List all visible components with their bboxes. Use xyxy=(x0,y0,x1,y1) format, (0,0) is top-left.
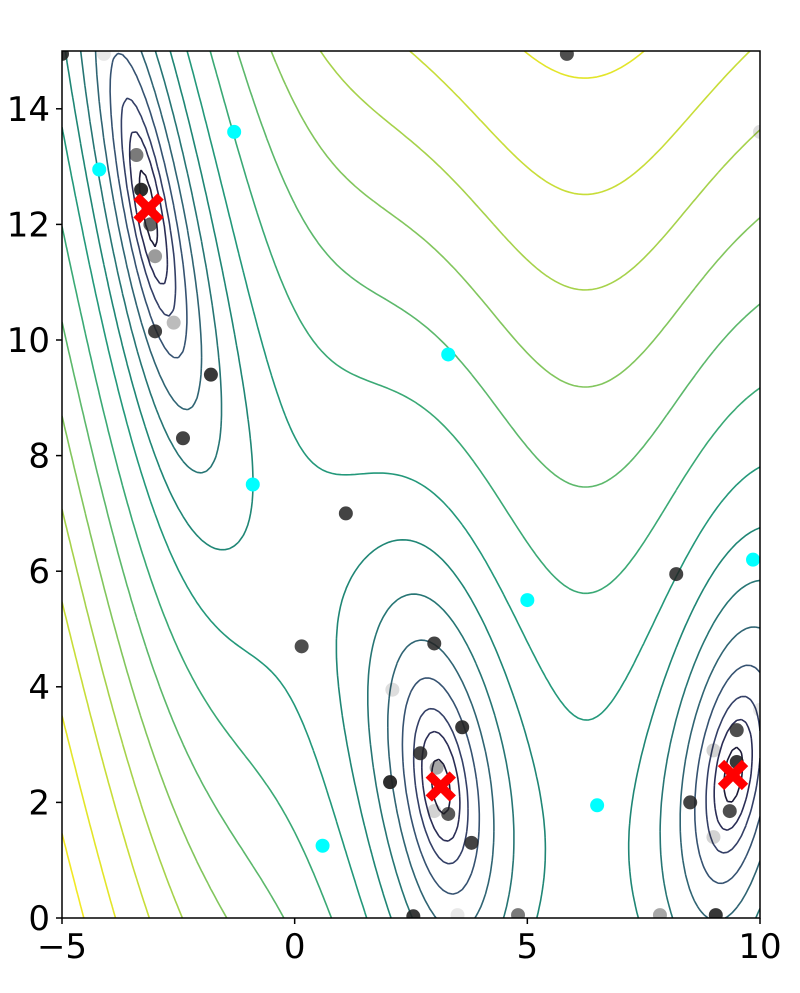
contour-line xyxy=(62,51,760,918)
contour-line xyxy=(120,97,760,865)
dark-point xyxy=(753,124,760,139)
minimum-markers xyxy=(133,193,749,802)
dark-point xyxy=(669,567,684,582)
dark-point xyxy=(406,909,421,918)
dark-point xyxy=(729,723,744,738)
dark-point xyxy=(148,249,163,264)
dark-point xyxy=(706,743,721,758)
dark-point xyxy=(96,51,111,61)
contour-line xyxy=(62,51,760,918)
x-tick-label: 10 xyxy=(738,927,781,967)
y-tick-label: 12 xyxy=(7,205,50,245)
dark-point xyxy=(652,908,667,918)
y-tick-label: 14 xyxy=(7,90,50,130)
dark-point xyxy=(166,315,181,330)
plot-background xyxy=(62,51,760,918)
dark-point xyxy=(753,702,760,717)
cyan-point xyxy=(315,838,330,853)
cyan-point xyxy=(92,162,107,177)
x-tick-label: 0 xyxy=(284,927,306,967)
contour-line xyxy=(62,51,760,918)
dark-point xyxy=(338,506,353,521)
dark-point xyxy=(175,431,190,446)
contour-lines xyxy=(62,51,760,918)
contour-line xyxy=(62,833,85,918)
y-tick-label: 4 xyxy=(28,668,50,708)
minimum-marker xyxy=(717,759,749,791)
dark-point xyxy=(427,636,442,651)
dark-point xyxy=(450,908,465,918)
dark-point xyxy=(62,51,69,61)
dark-point xyxy=(706,830,721,845)
dark-point xyxy=(722,804,737,819)
dark-point xyxy=(383,775,398,790)
y-tick-label: 10 xyxy=(7,321,50,361)
minimum-marker xyxy=(425,771,456,802)
dark-point xyxy=(385,682,400,697)
dark-point xyxy=(559,51,574,61)
dark-point xyxy=(427,804,442,819)
contour-line xyxy=(94,51,760,918)
contour-line xyxy=(109,52,760,895)
dark-point xyxy=(413,746,428,761)
y-tick-label: 8 xyxy=(28,437,50,477)
dark-point xyxy=(441,806,456,821)
dark-point xyxy=(429,760,444,775)
y-tick-label: 6 xyxy=(28,552,50,592)
dark-point xyxy=(455,720,470,735)
dark-point xyxy=(464,835,479,850)
contour-line xyxy=(62,51,760,918)
dark-point xyxy=(203,367,218,382)
cyan-point xyxy=(245,477,260,492)
dark-point xyxy=(134,182,149,197)
cyan-point xyxy=(441,347,456,362)
cyan-point xyxy=(590,798,605,813)
minimum-marker xyxy=(133,193,164,224)
dark-point xyxy=(511,908,526,918)
dark-point xyxy=(129,148,144,163)
cyan-point xyxy=(227,124,242,139)
plot-frame xyxy=(61,50,761,919)
y-tick-label: 0 xyxy=(28,899,50,939)
dark-point xyxy=(148,324,163,339)
x-tick-label: 5 xyxy=(517,927,539,967)
y-tick-label: 2 xyxy=(28,783,50,823)
dark-point xyxy=(143,217,158,232)
dark-point xyxy=(683,795,698,810)
contour-line xyxy=(62,51,751,918)
dark-point xyxy=(294,639,309,654)
cyan-point xyxy=(520,593,535,608)
contour-line xyxy=(62,51,760,918)
cyan-point xyxy=(746,552,760,567)
dark-point xyxy=(708,908,723,918)
x-tick-label: −5 xyxy=(37,927,87,967)
contour-line xyxy=(64,51,760,918)
data-points xyxy=(62,51,760,918)
